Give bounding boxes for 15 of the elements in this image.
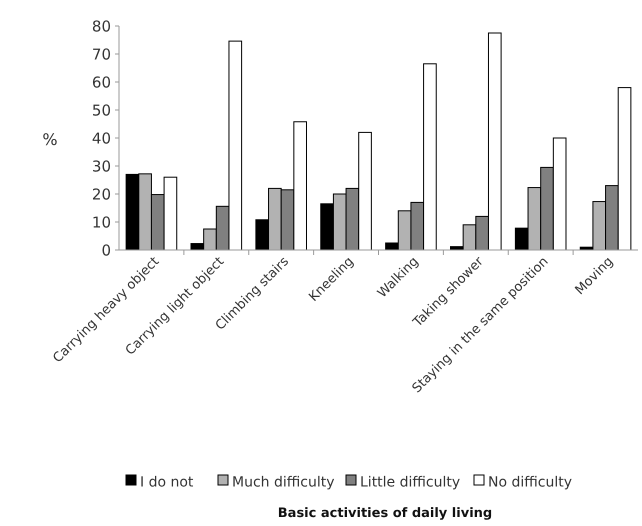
legend-label: Little difficulty: [360, 474, 460, 490]
y-tick-label: 60: [92, 73, 111, 92]
y-tick-label: 20: [92, 185, 111, 204]
y-tick-label: 30: [92, 157, 111, 176]
text: Basic activities of daily living: [278, 506, 492, 521]
legend-label: No difficulty: [488, 474, 572, 490]
y-tick-label: 10: [92, 213, 111, 232]
y-tick-label: 40: [92, 129, 111, 148]
y-tick-label: 80: [92, 17, 111, 36]
y-tick-label: 50: [92, 101, 111, 120]
y-axis-title: %: [42, 130, 58, 149]
y-tick-label: 0: [101, 241, 111, 260]
y-tick-label: 70: [92, 45, 111, 64]
legend-label: Much difficulty: [232, 474, 335, 490]
legend-label: I do not: [140, 474, 194, 490]
